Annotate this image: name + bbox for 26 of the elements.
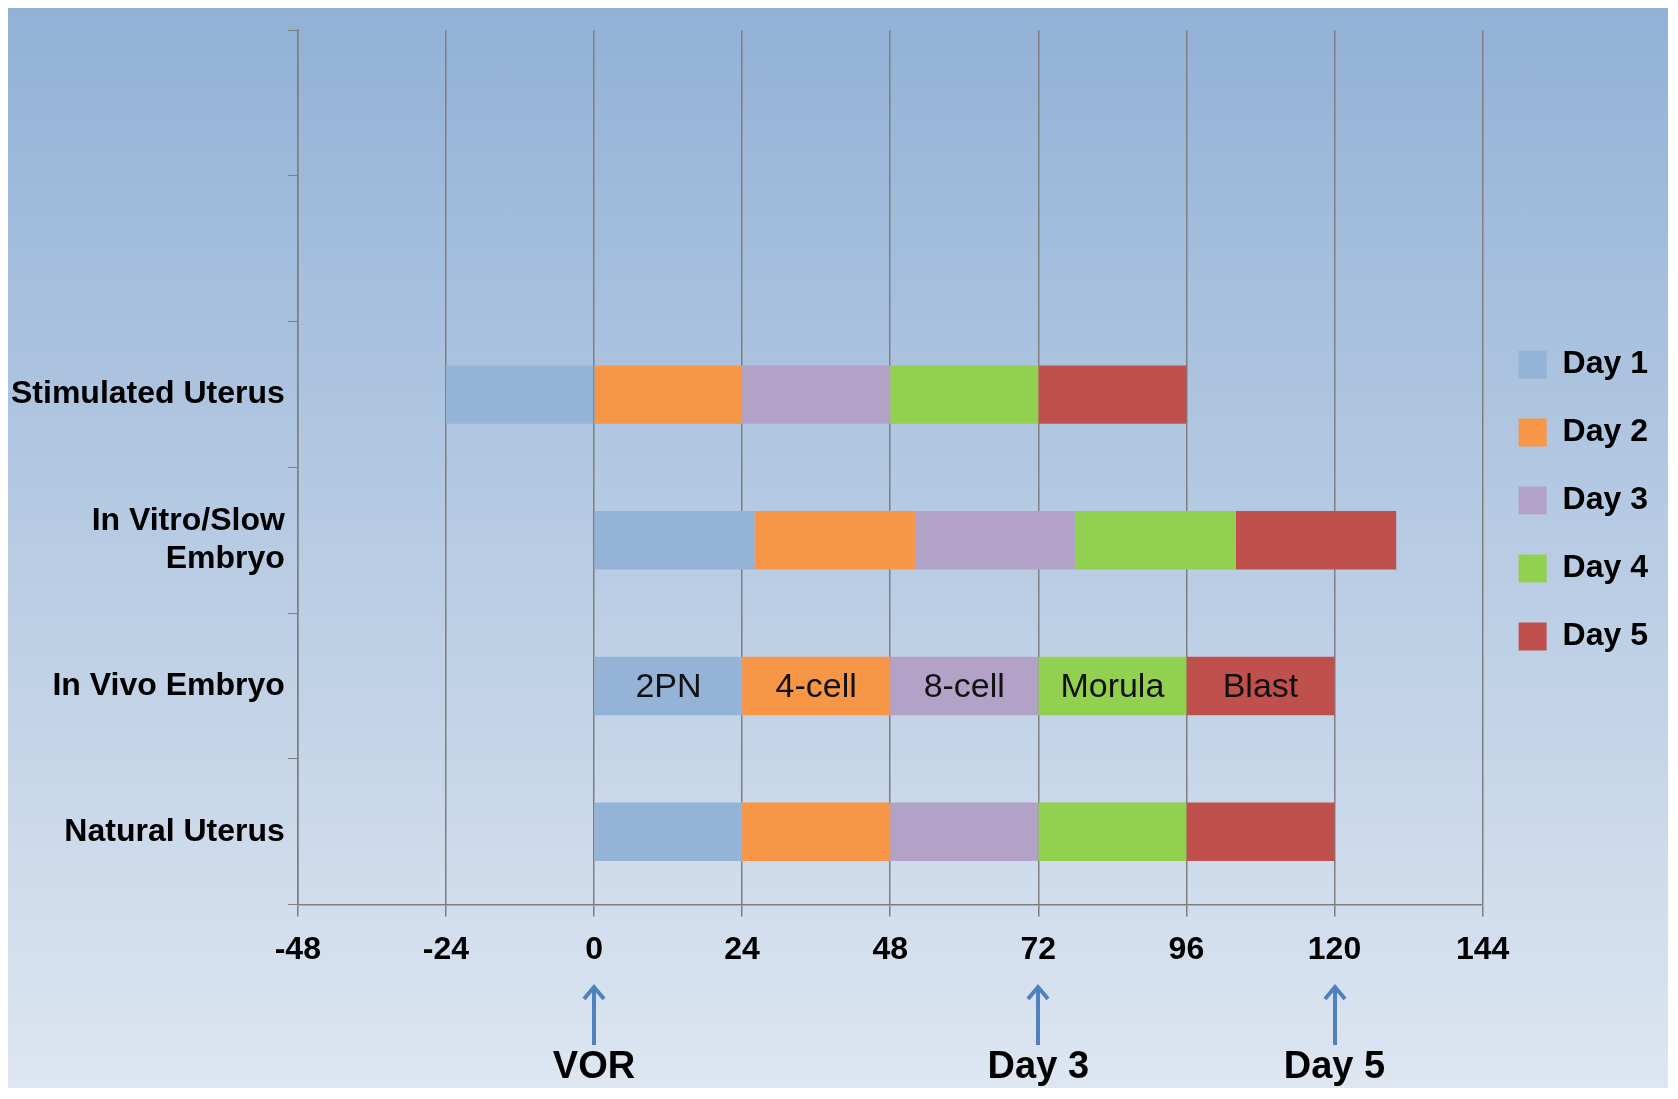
legend-label: Day 3	[1562, 480, 1648, 517]
annotation: 8-cell	[923, 666, 1005, 705]
annotation: Morula	[1060, 666, 1165, 705]
y-tick-label: Natural Uterus	[64, 811, 285, 848]
legend-label: Day 5	[1562, 616, 1648, 653]
x-tick-label: 144	[1455, 929, 1510, 966]
annotation: Day 5	[1282, 1044, 1387, 1086]
annotation: 4-cell	[775, 666, 857, 705]
x-tick-label: 24	[724, 929, 761, 966]
legend-label: Day 2	[1562, 412, 1648, 449]
annotation: VOR	[551, 1044, 637, 1086]
y-tick-label: Stimulated Uterus	[11, 374, 285, 411]
y-tick-label: In Vitro/Slow Embryo	[91, 500, 285, 576]
x-tick-label: 48	[872, 929, 909, 966]
x-tick-label: 72	[1020, 929, 1057, 966]
annotation: 2PN	[635, 666, 702, 705]
y-tick-label: In Vivo Embryo	[52, 665, 285, 702]
annotation: Day 3	[986, 1044, 1090, 1086]
x-tick-label: -48	[274, 929, 321, 966]
x-tick-label: 96	[1168, 929, 1205, 966]
legend-label: Day 4	[1562, 548, 1649, 585]
x-tick-label: 120	[1307, 929, 1362, 966]
annotation: Blast	[1222, 666, 1299, 705]
legend-label: Day 1	[1562, 344, 1648, 381]
x-tick-label: 0	[585, 929, 603, 966]
x-tick-label: -24	[422, 929, 470, 966]
